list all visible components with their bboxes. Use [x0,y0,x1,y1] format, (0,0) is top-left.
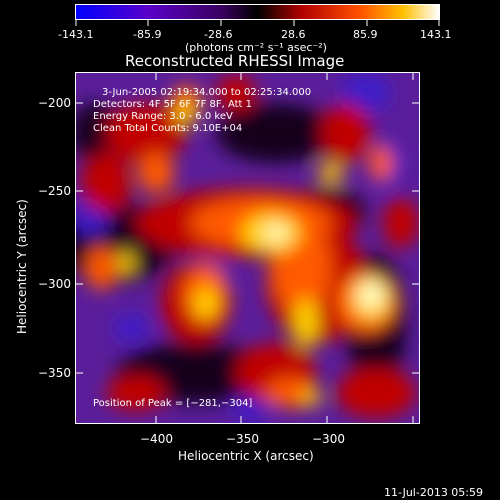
y-axis-label: Heliocentric Y (arcsec) [15,199,29,334]
heatmap-blob [118,251,134,275]
y-tick-label: −250 [38,184,71,198]
heatmap-blob [113,314,149,342]
colorbar-tick-label: -85.9 [133,28,162,41]
heatmap-blob [176,101,196,125]
heatmap-blob [319,163,343,183]
heatmap-blob [294,298,318,348]
heatmap-blob [321,103,371,163]
heatmap-blob [359,281,383,309]
heatmap-blob [86,246,116,290]
heatmap-blob [301,390,321,406]
heatmap-blob [341,73,391,113]
axis-ticks [75,72,420,424]
heatmap-blob [81,153,131,213]
plot-frame [75,72,420,424]
colorbar-tick-label: 28.6 [281,28,306,41]
colorbar-units: (photons cm⁻² s⁻¹ asec⁻²) [185,41,327,54]
x-tick-label: −400 [140,432,173,446]
heatmap-blob [216,75,256,111]
x-axis-label: Heliocentric X (arcsec) [178,449,314,463]
chart-title: Reconstructed RHESSI Image [125,52,345,70]
heatmap-blob [264,225,288,241]
annotation-time: 3-Jun-2005 02:19:34.000 to 02:25:34.000 [102,87,312,98]
heatmap-blob [383,198,419,248]
heatmap [76,73,419,423]
colorbar [75,4,440,20]
colorbar-ticks [75,20,440,26]
heatmap-blob [216,103,336,163]
heatmap-blob [336,368,416,418]
x-tick-label: −350 [226,432,259,446]
heatmap-blob [106,103,186,163]
y-tick-label: −350 [38,366,71,380]
y-tick-label: −300 [38,277,71,291]
date-stamp: 11-Jul-2013 05:59 [384,486,484,499]
colorbar-tick-label: -28.6 [204,28,233,41]
annotation-energy: Energy Range: 3.0 - 6.0 keV [93,111,233,122]
colorbar-tick-label: 85.9 [353,28,378,41]
y-tick-label: −200 [38,96,71,110]
heatmap-blob [138,153,174,193]
heatmap-blob [369,145,393,181]
heatmap-blob [106,375,166,411]
heatmap-blob [76,103,121,163]
x-tick-label: −300 [312,432,345,446]
annotation-peak: Position of Peak = [−281,−304] [93,398,253,409]
heatmap-blob [194,287,218,319]
heatmap-blob [233,394,269,422]
colorbar-tick-label: 143.1 [420,28,452,41]
annotation-counts: Clean Total Counts: 9.10E+04 [93,123,243,134]
annotation-detectors: Detectors: 4F 5F 6F 7F 8F, Att 1 [93,99,253,110]
colorbar-tick-label: -143.1 [58,28,94,41]
